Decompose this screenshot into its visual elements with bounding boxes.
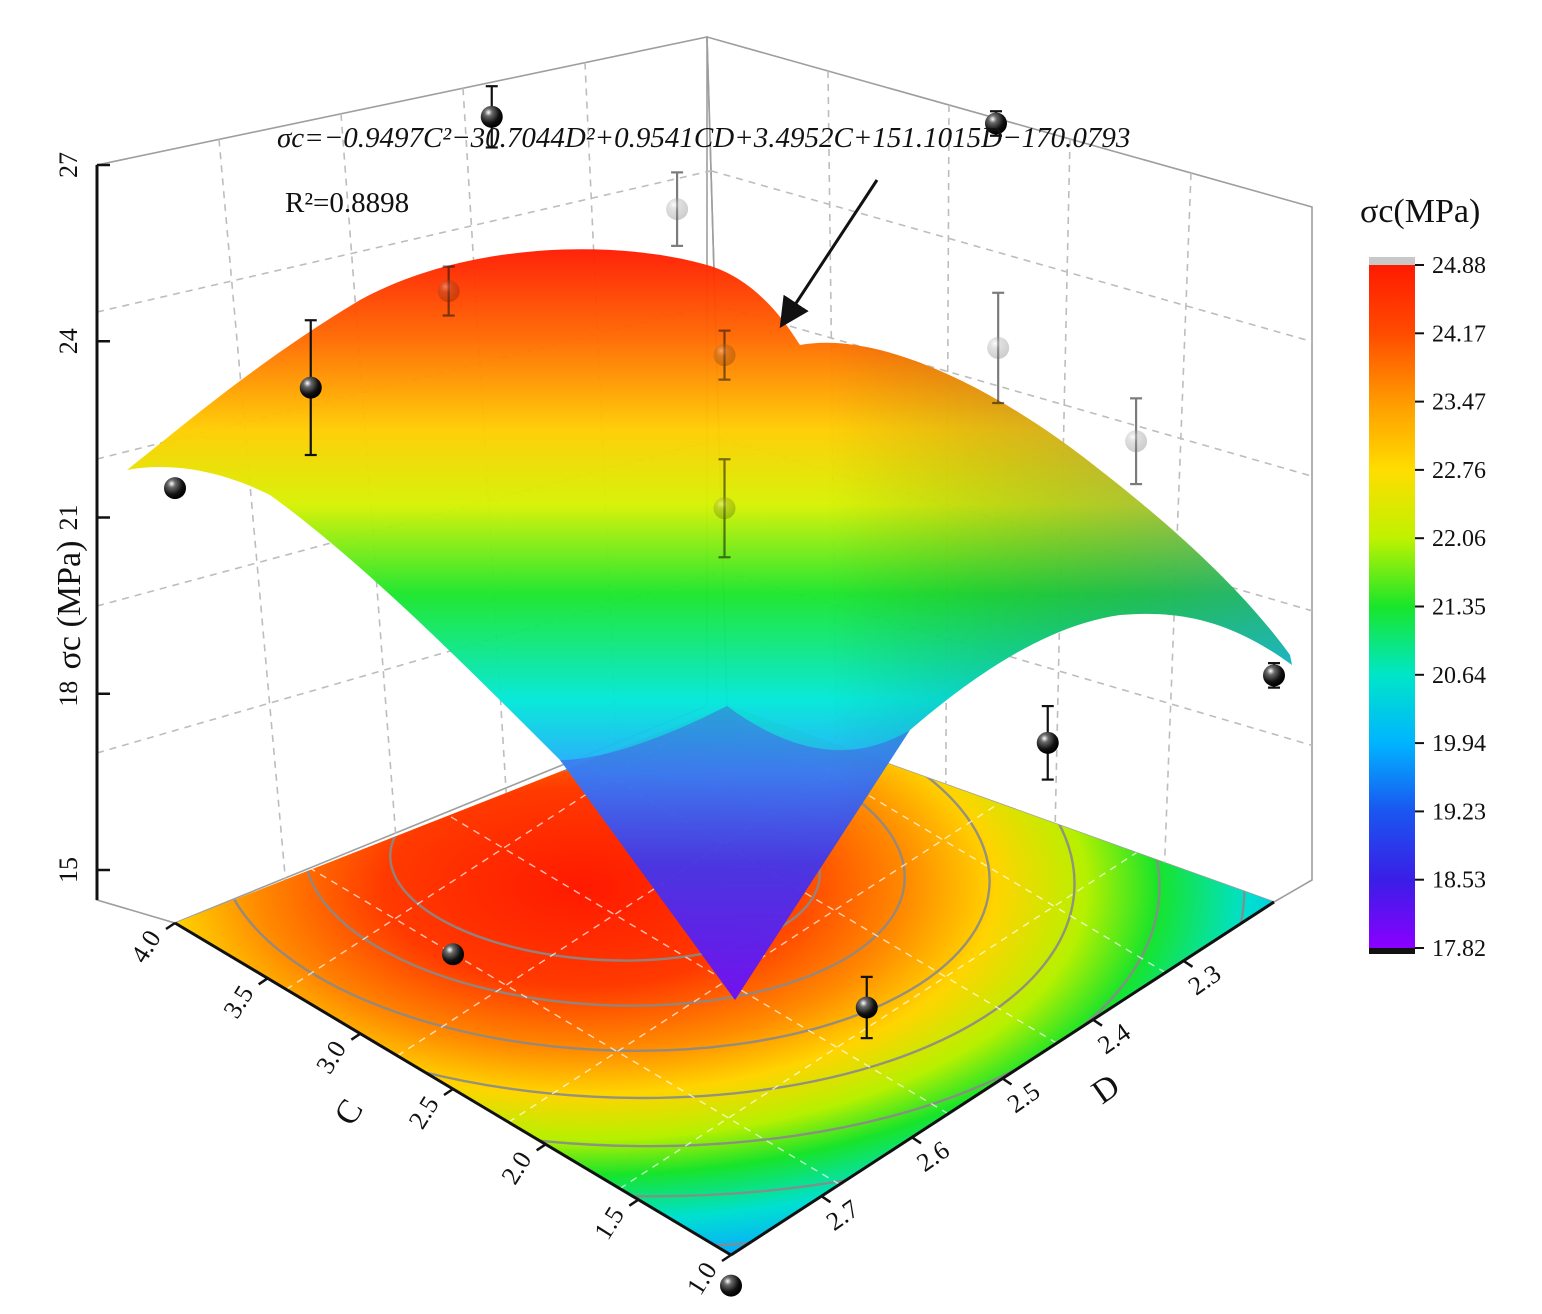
colorbar-title: σc(MPa) — [1360, 193, 1480, 230]
c-tick-mark — [350, 1032, 362, 1041]
y-tick-label: 18 — [54, 681, 83, 707]
point-marker — [1263, 664, 1285, 687]
point-marker — [164, 477, 186, 500]
colorbar-tick-label: 17.82 — [1432, 936, 1486, 962]
colorbar-tick-label: 19.23 — [1432, 799, 1486, 825]
data-point — [1263, 662, 1285, 689]
data-points — [164, 85, 1285, 1297]
d-tick-mark — [1182, 959, 1194, 968]
c-tick-mark — [257, 977, 269, 986]
colorbar-tick-label: 22.06 — [1432, 526, 1486, 552]
colorbar-gradient — [1369, 265, 1415, 948]
c-tick-mark — [165, 921, 176, 931]
data-point — [442, 943, 464, 966]
data-point — [164, 477, 186, 500]
colorbar: σc(MPa) 24.88 24.17 23.47 22.76 22.06 21.35 20… — [1360, 193, 1486, 962]
c-tick-label: 2.5 — [403, 1091, 445, 1134]
data-point — [299, 319, 322, 457]
point-marker — [1036, 731, 1059, 754]
data-point — [987, 291, 1010, 405]
d-axis-title: D — [1085, 1067, 1126, 1111]
data-point — [1036, 704, 1059, 781]
c-tick-label: 2.0 — [496, 1146, 538, 1189]
colorbar-cap-top — [1369, 257, 1415, 265]
point-marker — [299, 376, 322, 399]
c-tick-label: 3.5 — [218, 980, 260, 1023]
point-marker — [855, 996, 878, 1019]
d-tick-mark — [1092, 1018, 1103, 1027]
regression-equation: σc=−0.9497C²−30.7044D²+0.9541CD+3.4952C+… — [277, 122, 1130, 154]
data-point — [437, 265, 460, 317]
point-marker — [713, 497, 736, 520]
y-axis-ticks: 15 18 21 24 27 — [54, 152, 110, 883]
data-point — [985, 110, 1007, 137]
colorbar-tick-label: 19.94 — [1432, 731, 1486, 757]
point-marker — [1125, 430, 1148, 453]
annotation-arrow — [779, 179, 879, 329]
data-point — [1125, 397, 1148, 486]
point-marker — [720, 1274, 742, 1297]
c-tick-mark — [535, 1143, 547, 1152]
c-axis-title: C — [327, 1093, 370, 1132]
colorbar-tick-label: 24.88 — [1432, 253, 1486, 279]
response-surface — [127, 249, 1292, 1001]
d-tick-mark — [1001, 1077, 1013, 1086]
colorbar-tick-label: 18.53 — [1432, 868, 1486, 894]
point-marker — [713, 344, 736, 367]
point-marker — [985, 112, 1007, 135]
data-point — [480, 85, 503, 149]
c-tick-label: 1.5 — [588, 1202, 630, 1245]
c-tick-mark — [443, 1087, 454, 1097]
d-tick-mark — [820, 1195, 832, 1204]
point-marker — [437, 280, 460, 303]
y-axis-title: σc (MPa) — [51, 541, 88, 670]
data-point — [720, 1274, 742, 1297]
data-point — [855, 975, 878, 1040]
y-tick-label: 27 — [54, 152, 83, 178]
d-tick-mark — [911, 1136, 922, 1145]
data-point — [666, 171, 689, 247]
data-point — [713, 458, 736, 559]
point-marker — [442, 943, 464, 966]
colorbar-tick-label: 22.76 — [1432, 458, 1486, 484]
colorbar-tick-label: 23.47 — [1432, 390, 1486, 416]
point-marker — [666, 198, 689, 221]
point-marker — [480, 105, 503, 128]
y-tick-label: 15 — [54, 857, 83, 883]
c-tick-label: 3.0 — [310, 1036, 352, 1079]
point-marker — [987, 336, 1010, 359]
r-squared-label: R²=0.8898 — [285, 187, 409, 219]
c-tick-label: 4.0 — [125, 925, 167, 968]
y-tick-label: 21 — [54, 505, 83, 531]
colorbar-tick-label: 24.17 — [1432, 321, 1486, 347]
colorbar-cap-bottom — [1369, 948, 1415, 954]
colorbar-tick-label: 21.35 — [1432, 595, 1486, 621]
data-point — [713, 329, 736, 381]
c-tick-mark — [721, 1253, 732, 1263]
c-tick-mark — [628, 1198, 640, 1207]
c-tick-label: 1.0 — [681, 1257, 723, 1300]
y-tick-label: 24 — [54, 328, 83, 354]
colorbar-tick-label: 20.64 — [1432, 663, 1486, 689]
